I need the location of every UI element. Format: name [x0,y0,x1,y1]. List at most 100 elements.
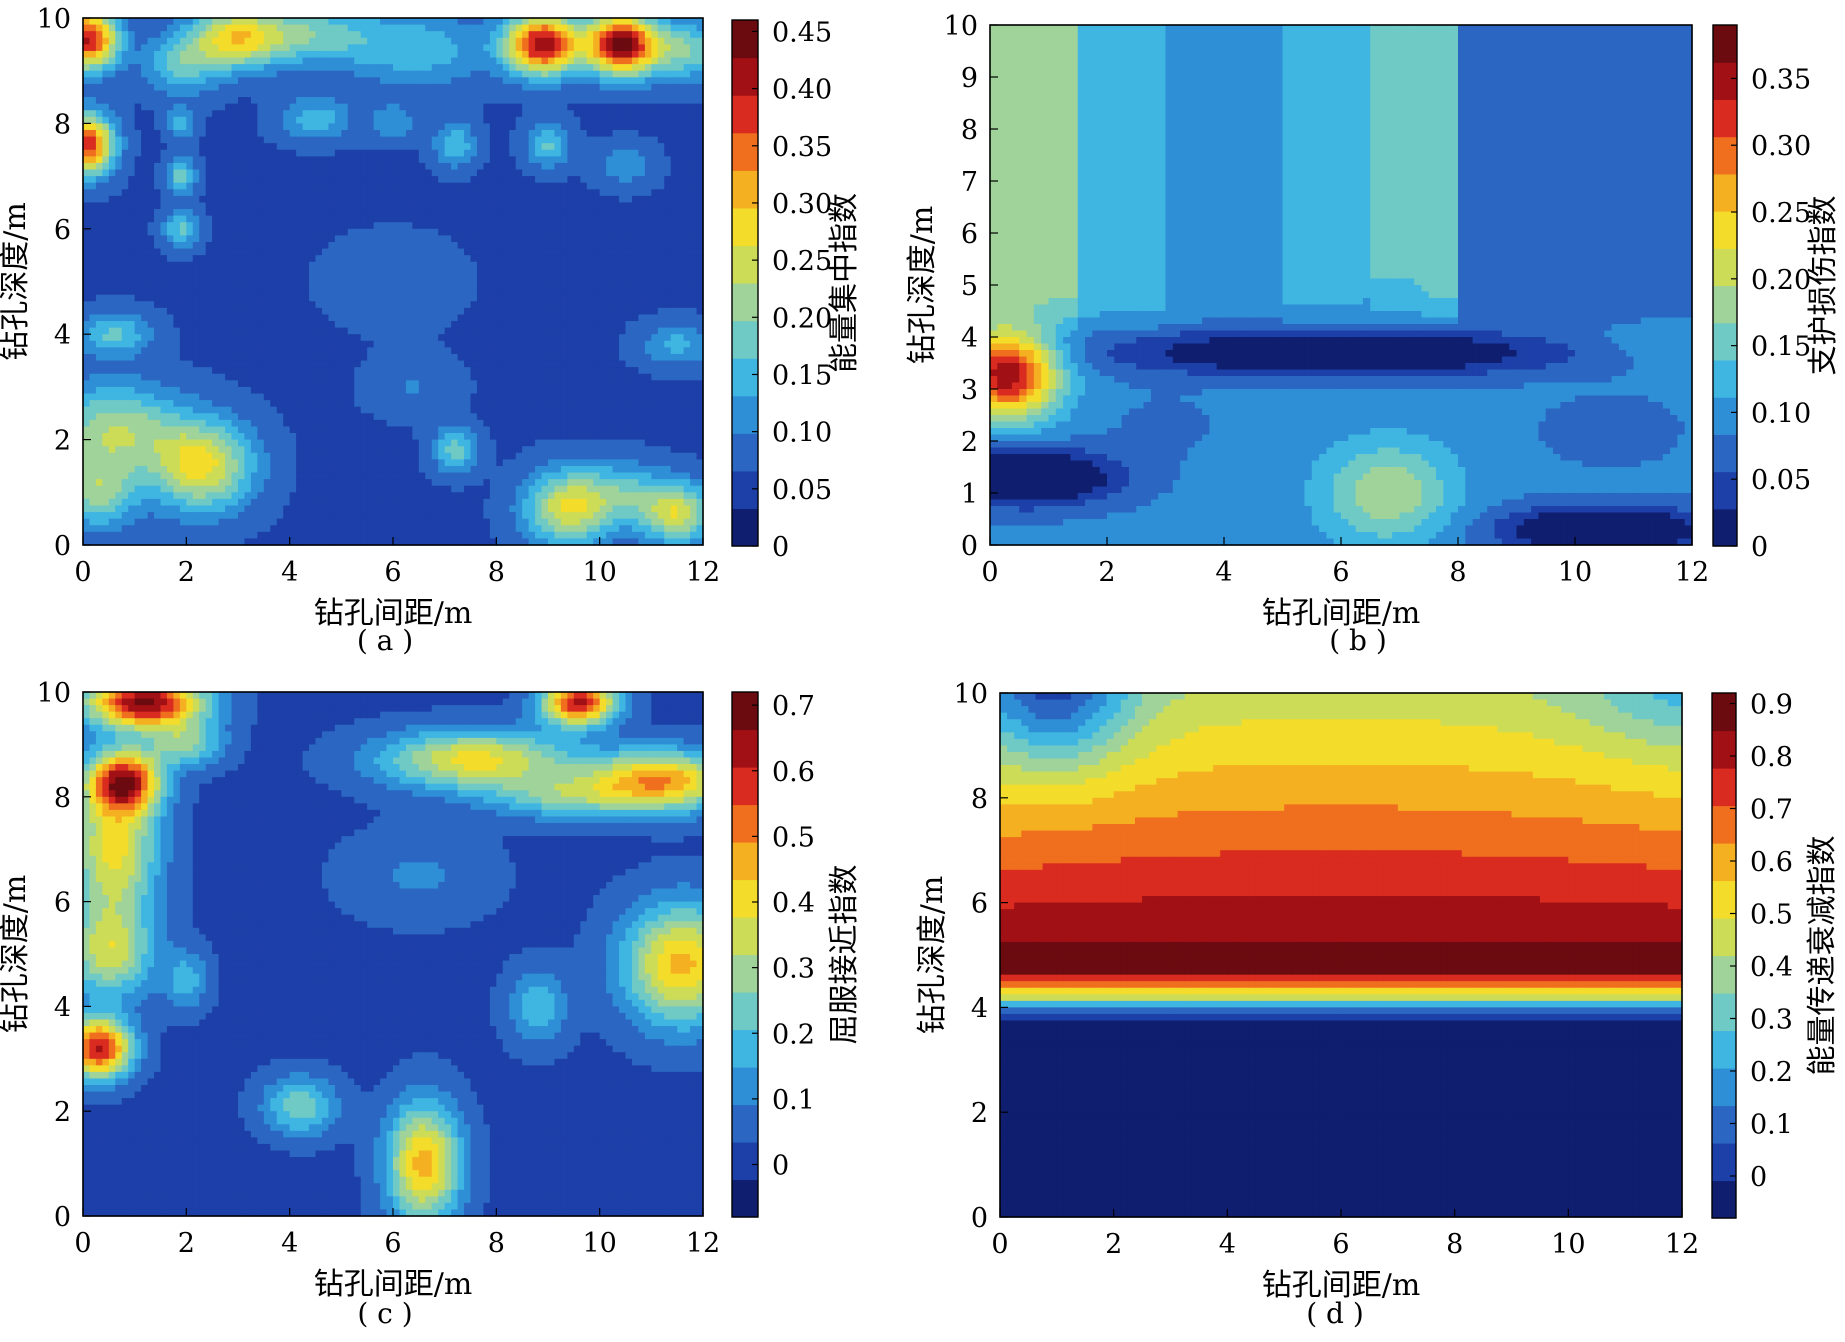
heatmap-cell [257,215,265,223]
heatmap-cell [418,90,426,98]
heatmap-cell [321,156,330,164]
heatmap-cell [173,538,181,546]
heatmap-cell [141,103,149,111]
heatmap-cell [464,307,472,316]
heatmap-cell [115,136,123,144]
heatmap-cell [276,538,284,546]
heatmap-cell [186,419,194,428]
heatmap-cell [257,248,265,256]
heatmap-cell [464,176,472,184]
heatmap-cell [192,195,200,204]
heatmap-cell [347,307,355,316]
heatmap-cell [444,116,452,124]
heatmap-cell [483,241,491,250]
heatmap-cell [451,413,459,421]
heatmap-cell [405,156,413,164]
heatmap-cell [134,406,142,414]
heatmap-cell [141,182,149,190]
heatmap-cell [380,485,388,493]
heatmap-cell [257,367,265,375]
heatmap-cell [476,195,485,204]
heatmap-cell [128,400,136,408]
heatmap-cell [425,103,433,111]
heatmap-cell [367,498,375,507]
heatmap-cell [205,314,213,322]
heatmap-cell [328,268,336,276]
heatmap-cell [483,116,491,124]
heatmap-cell [412,123,420,131]
heatmap-cell [263,50,271,59]
heatmap-cell [218,274,226,283]
heatmap-cell [367,386,375,395]
heatmap-cell [154,518,162,526]
heatmap-cell [115,367,123,375]
heatmap-cell [341,307,349,316]
heatmap-cell [373,472,381,480]
heatmap-cell [218,505,226,513]
heatmap-cell [341,228,349,236]
heatmap-cell [141,433,149,441]
heatmap-cell [321,169,330,177]
heatmap-cell [405,433,413,441]
heatmap-cell [250,228,258,236]
heatmap-cell [457,116,465,124]
heatmap-cell [334,116,342,124]
heatmap-cell [160,538,168,546]
heatmap-cell [386,222,394,230]
heatmap-cell [192,24,200,32]
heatmap-cell [231,367,239,375]
heatmap-cell [192,518,200,526]
heatmap-cell [393,57,401,65]
heatmap-cell [250,281,258,289]
heatmap-cell [464,209,472,217]
heatmap-cell [328,202,336,210]
heatmap-cell [276,136,284,144]
heatmap-cell [483,162,491,171]
heatmap-cell [315,182,323,190]
heatmap-cell [315,123,323,131]
heatmap-cell [399,255,407,263]
heatmap-cell [296,340,304,348]
heatmap-cell [360,268,368,276]
heatmap-cell [418,452,426,460]
heatmap-cell [464,413,472,421]
heatmap-cell [166,459,175,467]
heatmap-cell [438,498,446,507]
heatmap-cell [121,327,129,335]
heatmap-cell [244,340,252,348]
heatmap-cell [283,386,291,395]
heatmap-cell [296,531,304,540]
heatmap-cell [121,386,129,395]
heatmap-cell [238,439,246,447]
heatmap-cell [121,176,129,184]
heatmap-cell [218,136,226,144]
heatmap-cell [147,241,155,250]
heatmap-cell [83,367,91,375]
heatmap-cell [199,479,207,487]
heatmap-cell [341,426,349,434]
heatmap-cell [321,413,330,421]
heatmap-cell [108,400,116,408]
heatmap-cell [438,189,446,197]
heatmap-cell [405,380,413,388]
heatmap-cell [134,426,142,434]
heatmap-cell [373,531,381,540]
heatmap-cell [270,426,278,434]
heatmap-cell [341,169,349,177]
heatmap-cell [289,426,297,434]
heatmap-cell [212,83,220,92]
heatmap-cell [102,136,110,144]
heatmap-cell [309,472,317,480]
heatmap-cell [89,50,97,59]
heatmap-cell [399,169,407,177]
heatmap-cell [173,110,181,118]
heatmap-cell [186,327,194,335]
heatmap-cell [121,301,129,309]
heatmap-cell [218,321,226,329]
heatmap-cell [89,110,97,118]
heatmap-cell [225,215,233,223]
heatmap-cell [476,24,485,32]
heatmap-cell [315,24,323,32]
heatmap-cell [212,452,220,460]
heatmap-cell [425,149,433,157]
